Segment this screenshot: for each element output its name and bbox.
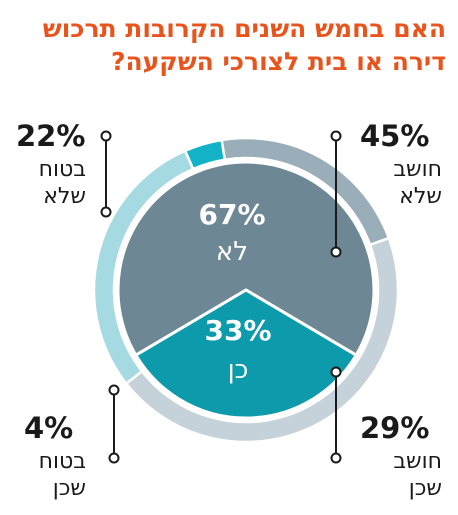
label-think-not: חושב שלא (356, 156, 442, 210)
pie-label-no: לא (216, 237, 248, 267)
label-sure-yes-line-1: בטוח (38, 449, 86, 474)
label-think-yes-line-2: שכן (408, 476, 442, 501)
label-think-not-pct: 45% (360, 119, 430, 153)
label-think-yes-pct: 29% (360, 411, 430, 445)
label-think-yes: חושב שכן (356, 448, 442, 502)
label-sure-yes-pct: 4% (24, 411, 74, 445)
ring-segment-sure-not (220, 136, 391, 247)
leader-sure-not (100, 130, 112, 218)
label-sure-not-line-1: בטוח (38, 157, 86, 182)
pie-label-yes: כן (228, 355, 249, 385)
leader-sure-yes (108, 384, 120, 464)
label-sure-yes-line-2: שכן (52, 476, 86, 501)
chart-title-line-2: דירה או בית לצורכי השקעה? (110, 47, 446, 76)
chart-title: האם בחמש השנים הקרובות תרכוש דירה או בית… (6, 12, 446, 78)
pie-label-no-pct: 67% (198, 198, 265, 231)
label-think-yes-line-1: חושב (393, 449, 442, 474)
pie-label-yes-pct: 33% (204, 314, 271, 347)
pie-slice-no (116, 160, 376, 357)
label-sure-not-line-2: שלא (43, 184, 86, 209)
label-sure-not: בטוח שלא (10, 156, 86, 210)
label-sure-not-pct: 22% (16, 119, 86, 153)
label-sure-yes: בטוח שכן (10, 448, 86, 502)
label-think-not-line-2: שלא (399, 184, 442, 209)
leader-think-not (330, 130, 342, 258)
leader-think-yes (330, 366, 342, 464)
chart-title-line-1: האם בחמש השנים הקרובות תרכוש (42, 14, 446, 43)
label-think-not-line-1: חושב (393, 157, 442, 182)
